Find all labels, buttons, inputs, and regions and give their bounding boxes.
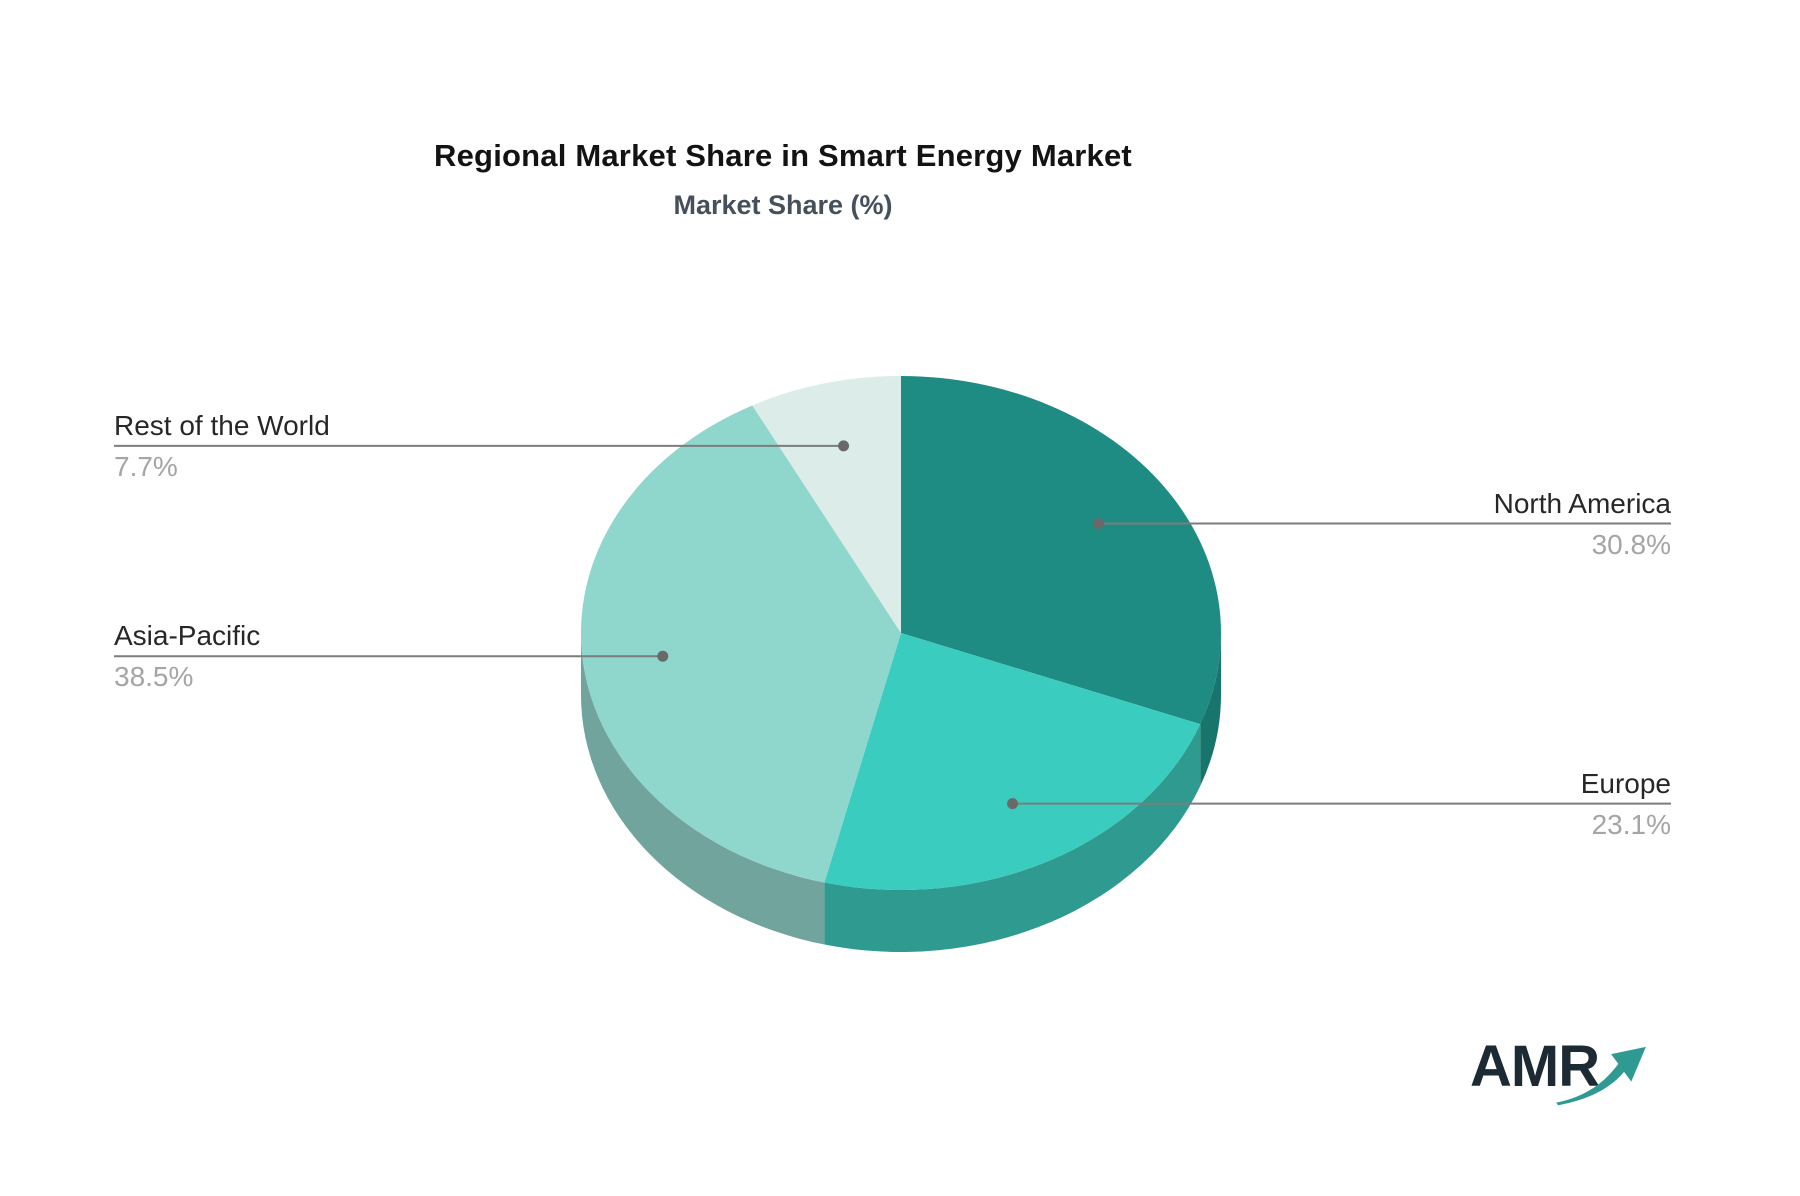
amr-logo-arrow-icon (1556, 1046, 1646, 1106)
leader-dot-rest-of-the-world (838, 440, 850, 452)
amr-logo: AMR (1470, 1036, 1660, 1116)
pie-slice-europe[interactable] (824, 633, 1201, 890)
chart-title: Regional Market Share in Smart Energy Ma… (434, 138, 1132, 173)
slice-label-europe: Europe (1580, 767, 1671, 799)
slice-value-europe: 23.1% (1591, 808, 1671, 840)
slice-value-asia-pacific: 38.5% (114, 661, 194, 693)
pie-slice-asia-pacific[interactable] (581, 405, 901, 883)
slice-label-rest-of-the-world: Rest of the World (114, 409, 330, 441)
slice-value-rest-of-the-world: 7.7% (114, 450, 178, 482)
slice-label-asia-pacific: Asia-Pacific (114, 620, 261, 652)
leader-dot-asia-pacific (657, 650, 669, 662)
slice-label-north-america: North America (1493, 487, 1671, 519)
pie-slice-north-america[interactable] (901, 376, 1221, 725)
pie-slice-side-asia-pacific (581, 633, 825, 945)
leader-dot-europe (1007, 798, 1019, 810)
pie-slice-side-north-america (1200, 633, 1221, 787)
leader-dot-north-america (1093, 518, 1105, 530)
amr-logo-text: AMR (1470, 1034, 1600, 1099)
chart-subtitle: Market Share (%) (673, 190, 893, 220)
pie-slice-side-europe (824, 724, 1201, 952)
pie-slice-rest-of-the-world[interactable] (752, 376, 901, 633)
slice-value-north-america: 30.8% (1591, 528, 1671, 560)
